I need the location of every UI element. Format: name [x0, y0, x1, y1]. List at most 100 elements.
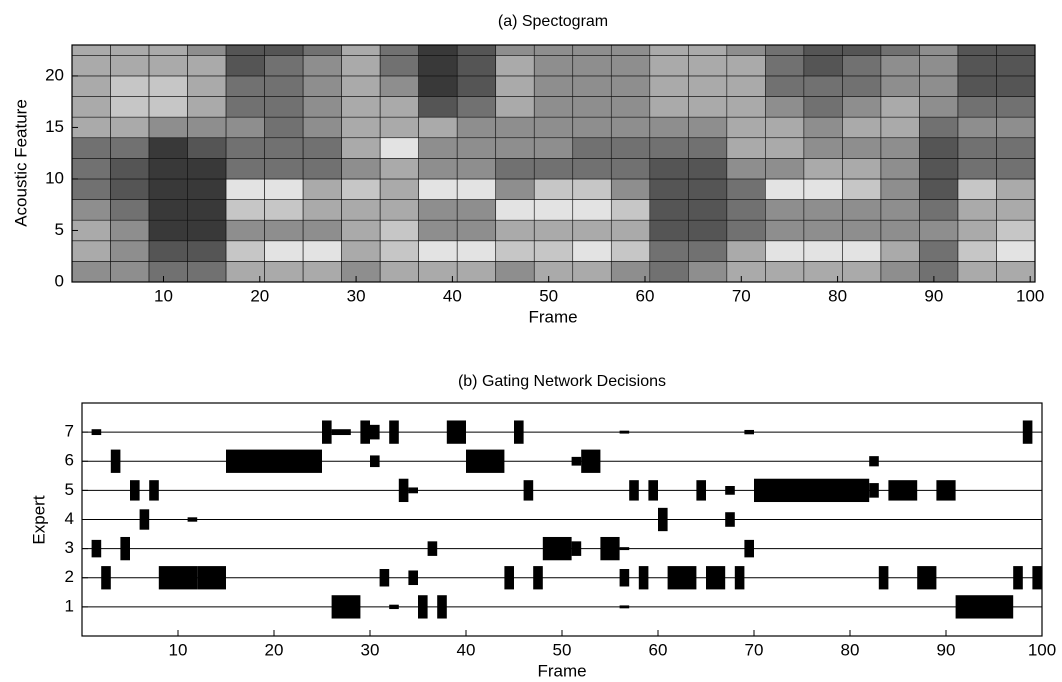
- decision-block: [197, 566, 226, 590]
- heatmap-cell: [842, 55, 882, 77]
- decision-block: [322, 420, 332, 444]
- heatmap-cell: [110, 178, 150, 200]
- heatmap-cell: [456, 158, 497, 180]
- heatmap-cell: [649, 261, 689, 283]
- decision-block: [542, 536, 572, 561]
- heatmap-cell: [379, 75, 419, 97]
- heatmap-cell: [688, 158, 728, 180]
- heatmap-cell: [649, 75, 689, 97]
- heatmap-cell: [572, 240, 612, 262]
- heatmap-cell: [919, 137, 959, 159]
- decision-block: [139, 509, 150, 530]
- heatmap-cell: [649, 137, 689, 159]
- heatmap-cell: [803, 219, 843, 242]
- heatmap-cell: [842, 116, 882, 139]
- x-tick-label: 70: [732, 286, 751, 305]
- heatmap-cell: [302, 178, 342, 200]
- heatmap-cell: [880, 137, 920, 159]
- heatmap-cell: [418, 116, 458, 139]
- heatmap-cell: [842, 75, 882, 97]
- heatmap-cell: [225, 55, 265, 77]
- heatmap-cell: [418, 240, 458, 262]
- heatmap-cell: [765, 44, 805, 56]
- decision-block: [744, 429, 754, 435]
- heatmap-cell: [996, 44, 1036, 56]
- x-tick-label: 20: [250, 286, 269, 305]
- heatmap-cell: [649, 96, 689, 118]
- decision-block: [754, 478, 870, 503]
- heatmap-cell: [880, 178, 920, 200]
- heatmap-cell: [610, 158, 651, 180]
- heatmap-cell: [187, 178, 227, 200]
- heatmap-cell: [225, 219, 265, 242]
- heatmap-cell: [225, 44, 265, 56]
- chart-title: (b) Gating Network Decisions: [458, 373, 666, 390]
- x-tick-label: 70: [745, 640, 764, 659]
- decision-block: [91, 539, 102, 558]
- decision-block: [130, 480, 140, 501]
- heatmap-cell: [610, 116, 651, 139]
- y-axis-label: Acoustic Feature: [11, 99, 30, 227]
- heatmap-cell: [148, 96, 188, 118]
- heatmap-cell: [533, 178, 574, 200]
- x-tick-label: 30: [347, 286, 366, 305]
- heatmap-cell: [688, 55, 728, 77]
- heatmap-cell: [495, 55, 535, 77]
- heatmap-cell: [148, 240, 188, 262]
- heatmap-cell: [957, 178, 997, 200]
- heatmap-cell: [187, 55, 227, 77]
- heatmap-cell: [957, 240, 997, 262]
- decision-block: [331, 429, 351, 436]
- heatmap-cell: [264, 158, 304, 180]
- decision-block: [658, 507, 668, 532]
- decision-block: [619, 605, 630, 609]
- x-tick-label: 60: [636, 286, 655, 305]
- heatmap-cell: [996, 137, 1036, 159]
- heatmap-cell: [572, 199, 612, 221]
- heatmap-cell: [572, 75, 612, 97]
- heatmap-cell: [148, 137, 188, 159]
- heatmap-cell: [148, 199, 188, 221]
- heatmap-cell: [302, 240, 342, 262]
- heatmap-cell: [379, 44, 419, 56]
- heatmap-cell: [765, 116, 805, 139]
- heatmap-cell: [726, 75, 766, 97]
- heatmap-cell: [418, 75, 458, 97]
- heatmap-cell: [341, 158, 381, 180]
- decision-block: [110, 449, 121, 473]
- x-tick-label: 40: [443, 286, 462, 305]
- heatmap-cell: [456, 116, 497, 139]
- decision-block: [725, 486, 735, 495]
- heatmap-cell: [71, 55, 111, 77]
- heatmap-cell: [572, 96, 612, 118]
- heatmap-cell: [187, 240, 227, 262]
- heatmap-cell: [996, 116, 1036, 139]
- heatmap-cell: [919, 116, 959, 139]
- heatmap-cell: [495, 137, 535, 159]
- heatmap-cell: [495, 199, 535, 221]
- decision-block: [427, 541, 438, 556]
- heatmap-cell: [533, 261, 574, 283]
- heatmap-cell: [148, 116, 188, 139]
- heatmap-cell: [456, 240, 497, 262]
- heatmap-cell: [726, 261, 766, 283]
- heatmap-cell: [379, 219, 419, 242]
- heatmap-cell: [110, 116, 150, 139]
- heatmap-cell: [418, 137, 458, 159]
- heatmap-cell: [803, 96, 843, 118]
- plot-frame: [71, 44, 1036, 283]
- heatmap-cell: [572, 219, 612, 242]
- x-tick-label: 100: [1016, 286, 1044, 305]
- heatmap-cell: [726, 137, 766, 159]
- y-tick-label: 0: [55, 271, 64, 290]
- heatmap-cell: [765, 55, 805, 77]
- decision-block: [187, 517, 198, 522]
- heatmap-cell: [688, 96, 728, 118]
- y-tick-label: 20: [45, 65, 64, 84]
- heatmap-cell: [803, 240, 843, 262]
- heatmap-cell: [148, 55, 188, 77]
- heatmap-cell: [649, 219, 689, 242]
- heatmap-cell: [110, 55, 150, 77]
- x-axis-label: Frame: [528, 307, 577, 326]
- heatmap-cell: [379, 137, 419, 159]
